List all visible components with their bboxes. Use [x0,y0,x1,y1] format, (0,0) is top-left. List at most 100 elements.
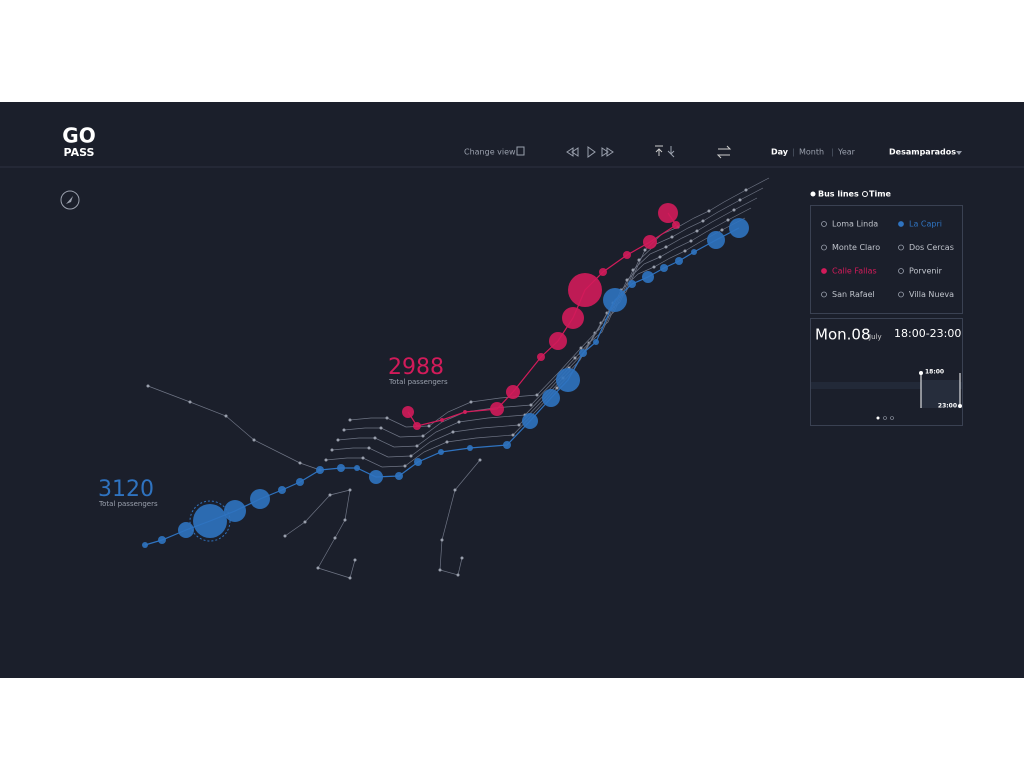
radio[interactable] [898,268,904,274]
radio[interactable] [821,244,827,251]
stop[interactable] [642,271,654,283]
logo[interactable]: GO [62,124,95,148]
stop [658,255,662,259]
stop [337,464,345,472]
rewind-button[interactable] [566,147,579,157]
bus-line[interactable]: Porvenir [909,267,943,276]
stop[interactable] [542,389,560,407]
stop[interactable] [643,235,657,249]
separator: | [831,148,834,157]
route [343,187,764,438]
stop[interactable] [369,470,383,484]
period-month[interactable]: Month [799,148,824,157]
logo: PASS [64,146,95,159]
stop [467,445,473,451]
period-day[interactable]: Day [771,148,789,157]
radio[interactable] [810,191,816,197]
radio[interactable] [821,291,827,298]
selection-ring [189,500,231,542]
stop[interactable] [250,489,270,509]
dropdown-arrow[interactable] [956,151,962,155]
radio[interactable] [898,221,904,227]
handle[interactable] [919,371,923,375]
mode-bus-lines[interactable]: Bus lines [818,190,859,199]
date-month: July [868,333,882,341]
stop [440,538,444,542]
separator: | [792,148,795,157]
callout-label: Total passengers [98,500,158,508]
stop [361,456,365,460]
stop[interactable] [562,307,584,329]
callout-value: 2988 [388,355,444,380]
stop [158,536,166,544]
mode-time[interactable]: Time [869,190,892,199]
view-icon[interactable] [516,146,525,156]
period-year[interactable]: Year [837,148,856,157]
stop [707,209,711,213]
stop[interactable] [193,504,227,538]
stop [445,440,449,444]
stop [298,461,302,465]
stop[interactable] [658,203,678,223]
radio[interactable] [898,244,904,251]
timeline-selection[interactable] [921,380,960,408]
route [147,385,321,471]
stop [316,466,324,474]
change-view[interactable]: Change view [464,148,516,157]
stop [744,188,748,192]
stop[interactable] [556,368,580,392]
bus-line[interactable]: Loma Linda [832,220,878,229]
stop[interactable] [549,332,567,350]
bus-line[interactable]: San Rafael [832,290,875,299]
stop [738,198,742,202]
stop [579,349,587,357]
radio[interactable] [821,268,827,274]
handle[interactable] [958,404,962,408]
swap-button[interactable] [716,145,732,159]
location-select[interactable]: Desamparados [889,148,956,157]
forward-button[interactable] [601,147,614,157]
stop [599,268,607,276]
stop[interactable] [490,402,504,416]
compass-needle [66,196,73,204]
bus-line[interactable]: La Capri [909,220,942,229]
bus-line[interactable]: Calle Fallas [832,267,877,276]
stop[interactable] [506,385,520,399]
stop [683,249,687,253]
page-dot[interactable] [883,416,887,420]
stop [672,221,680,229]
bus-line[interactable]: Villa Nueva [909,290,954,299]
page-dot[interactable] [876,416,880,420]
stop[interactable] [224,500,246,522]
stop[interactable] [568,273,602,307]
stop [456,573,460,577]
stop [283,534,287,538]
stop [460,556,464,560]
stop[interactable] [178,522,194,538]
stop [403,464,407,468]
map [142,177,770,580]
play-button[interactable] [587,146,596,158]
radio[interactable] [898,291,904,298]
radio[interactable] [862,191,868,197]
download-button[interactable] [667,146,675,158]
stop [415,444,419,448]
upload-button[interactable] [655,145,663,156]
page-dot[interactable] [890,416,894,420]
bus-line[interactable]: Dos Cercas [909,243,954,252]
bus-line[interactable]: Monte Claro [832,243,880,252]
stop [303,520,307,524]
compass-button[interactable] [60,190,80,210]
stop [517,423,521,427]
stop[interactable] [707,231,725,249]
stop [701,219,705,223]
stop[interactable] [522,413,538,429]
stop [637,258,641,262]
stop [142,542,148,548]
radio[interactable] [821,221,827,227]
stop [689,239,693,243]
stop[interactable] [729,218,749,238]
stop[interactable] [603,288,627,312]
stop[interactable] [402,406,414,418]
stop [675,257,683,265]
